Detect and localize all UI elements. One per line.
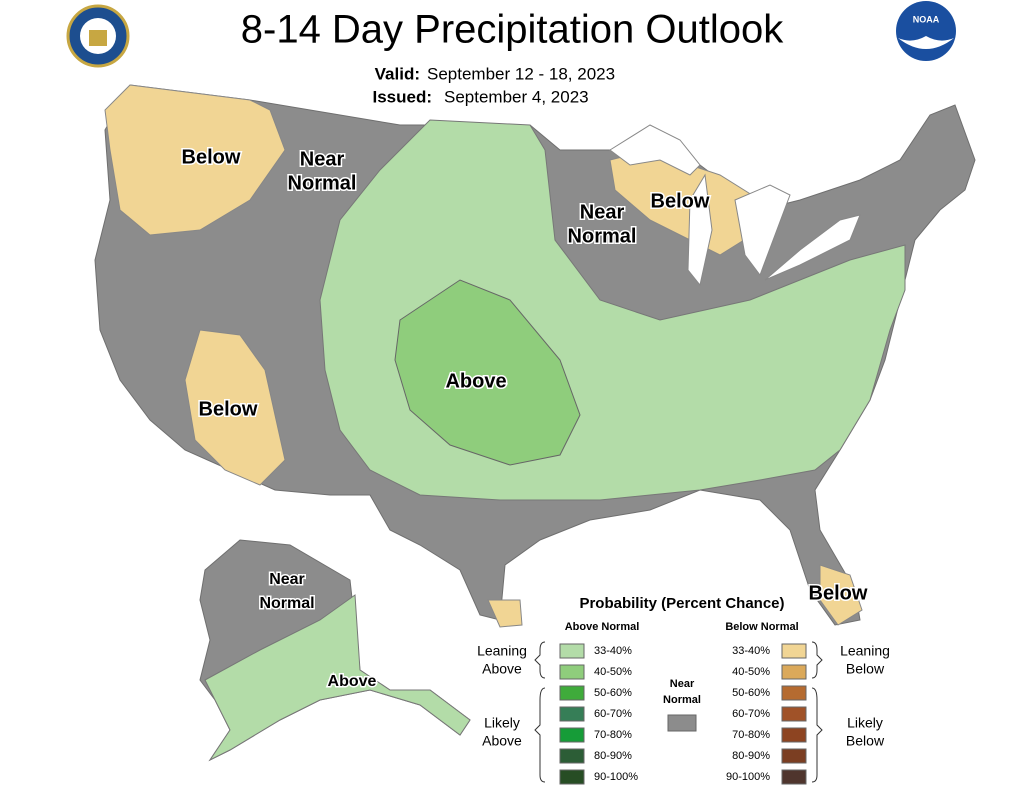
- group-label: Leaning: [477, 643, 527, 659]
- legend-range: 33-40%: [732, 645, 770, 657]
- group-label: Likely: [847, 715, 883, 731]
- region-label: Near: [580, 201, 625, 223]
- region-label: Above: [445, 370, 506, 392]
- swatch: [559, 685, 585, 701]
- legend-range: 70-80%: [594, 729, 632, 741]
- legend-title: Probability (Percent Chance): [579, 595, 784, 612]
- swatch: [667, 714, 697, 732]
- issued-date: September 4, 2023: [444, 87, 589, 106]
- legend-range: 90-100%: [726, 771, 770, 783]
- legend-range: 90-100%: [594, 771, 638, 783]
- legend-range: 33-40%: [594, 645, 632, 657]
- region-label: Near: [300, 148, 345, 170]
- legend-range: 40-50%: [732, 666, 770, 678]
- region-label: Above: [328, 673, 377, 690]
- swatch: [559, 769, 585, 785]
- swatch: [559, 643, 585, 659]
- swatch: [781, 664, 807, 680]
- region-labels: Below NearNormalNearNormalBelowAboveBelow…: [180, 145, 869, 692]
- legend-range: 40-50%: [594, 666, 632, 678]
- near-normal-label: Near: [670, 678, 695, 690]
- legend-header: Above Normal: [565, 621, 640, 633]
- legend-header: Below Normal: [725, 621, 798, 633]
- legend-range: 60-70%: [732, 708, 770, 720]
- commerce-logo: [66, 4, 130, 68]
- region-label: Normal: [568, 225, 637, 247]
- group-label: Above: [482, 661, 522, 677]
- conus-map: [94, 84, 976, 628]
- swatch: [559, 706, 585, 722]
- region-label: Below: [182, 146, 241, 168]
- valid-label: Valid:: [375, 64, 420, 83]
- legend-range: 80-90%: [732, 750, 770, 762]
- group-label: Leaning: [840, 643, 890, 659]
- swatch: [559, 664, 585, 680]
- issued-label: Issued:: [372, 87, 432, 106]
- region-label: Normal: [288, 172, 357, 194]
- swatch: [781, 643, 807, 659]
- legend-range: 60-70%: [594, 708, 632, 720]
- valid-date: September 12 - 18, 2023: [427, 64, 615, 83]
- near-normal-label: Normal: [663, 694, 701, 706]
- region-label: Normal: [259, 595, 314, 612]
- group-label: Below: [846, 733, 885, 749]
- legend-range: 80-90%: [594, 750, 632, 762]
- region-label: Below: [199, 398, 258, 420]
- region-label: Below: [651, 190, 710, 212]
- swatch: [781, 727, 807, 743]
- swatch: [781, 748, 807, 764]
- swatch: [781, 685, 807, 701]
- title: 8-14 Day Precipitation Outlook: [241, 8, 785, 52]
- swatch: [559, 748, 585, 764]
- swatch: [781, 706, 807, 722]
- group-label: Likely: [484, 715, 520, 731]
- logo-text: NOAA: [913, 14, 940, 24]
- legend-range: 70-80%: [732, 729, 770, 741]
- alaska-map: [199, 539, 471, 762]
- group-label: Above: [482, 733, 522, 749]
- legend: Probability (Percent Chance) Above Normal…: [477, 595, 890, 785]
- legend-range: 50-60%: [594, 687, 632, 699]
- group-label: Below: [846, 661, 885, 677]
- swatch: [559, 727, 585, 743]
- legend-range: 50-60%: [732, 687, 770, 699]
- region-label: Near: [269, 571, 305, 588]
- swatch: [781, 769, 807, 785]
- noaa-logo: NOAA: [896, 1, 956, 61]
- region-label: Below: [809, 582, 868, 604]
